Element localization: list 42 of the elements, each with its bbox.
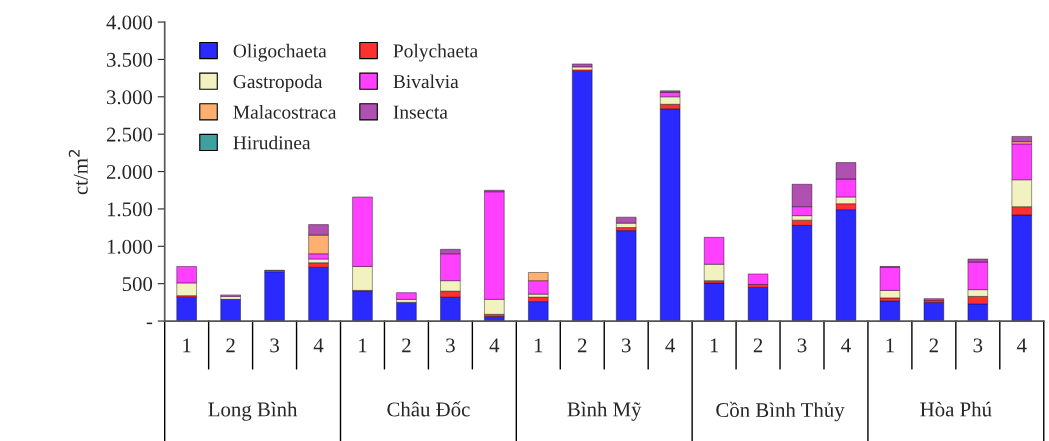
x-tick-label: 4 — [665, 338, 676, 353]
text: Cồn Bình Thủy — [716, 401, 845, 422]
x-tick-label: 2 — [226, 338, 235, 353]
x-tick-label: 4 — [489, 338, 500, 353]
y-tick-label: 2.500 — [106, 127, 153, 142]
legend-label: Polychaeta — [393, 43, 478, 62]
x-tick-label: 1 — [710, 338, 719, 353]
x-tick-label: 1 — [886, 338, 894, 353]
x-tick-label: 4 — [841, 338, 851, 353]
y-tick-label: 1.000 — [107, 239, 153, 254]
x-tick-label: 2 — [402, 338, 411, 353]
legend-label: Gastropoda — [233, 74, 323, 93]
x-tick-label: 2 — [753, 338, 763, 353]
y-axis-title: ct/m$^{2}$ — [68, 150, 88, 195]
y-tick-label: - — [146, 322, 153, 325]
y-tick-label: 2.000 — [106, 164, 153, 180]
x-tick-label: 4 — [1016, 338, 1027, 353]
x-tick-label: 1 — [359, 338, 367, 353]
legend-label: Bivalvia — [393, 74, 459, 89]
text: Bình Mỹ — [567, 401, 642, 421]
x-tick-label: 1 — [534, 338, 543, 353]
x-tick-label: 3 — [797, 338, 807, 353]
x-tick-label: 3 — [446, 338, 455, 353]
x-tick-label: 3 — [621, 338, 631, 353]
y-tick-label: 500 — [122, 277, 153, 292]
text: Châu Đốc — [387, 401, 470, 417]
text: Hòa Phú — [920, 401, 992, 417]
y-tick-label: 3.500 — [107, 52, 153, 67]
x-tick-label: 2 — [577, 338, 587, 353]
x-tick-label: 2 — [929, 338, 938, 353]
x-tick-label: 4 — [313, 338, 324, 353]
legend-label: Hirudinea — [233, 135, 311, 150]
y-tick-label: 1.500 — [107, 202, 153, 217]
x-tick-label: 1 — [183, 338, 191, 353]
y-tick-label: 3.000 — [107, 90, 153, 105]
x-tick-label: 3 — [973, 338, 983, 353]
text: Long Bình — [208, 401, 298, 421]
legend-label: Malacostraca — [233, 105, 337, 119]
y-tick-label: 4.000 — [106, 15, 153, 30]
legend-label: Insecta — [393, 105, 448, 119]
x-tick-label: 3 — [270, 338, 279, 353]
legend-label: Oligochaeta — [233, 43, 327, 62]
